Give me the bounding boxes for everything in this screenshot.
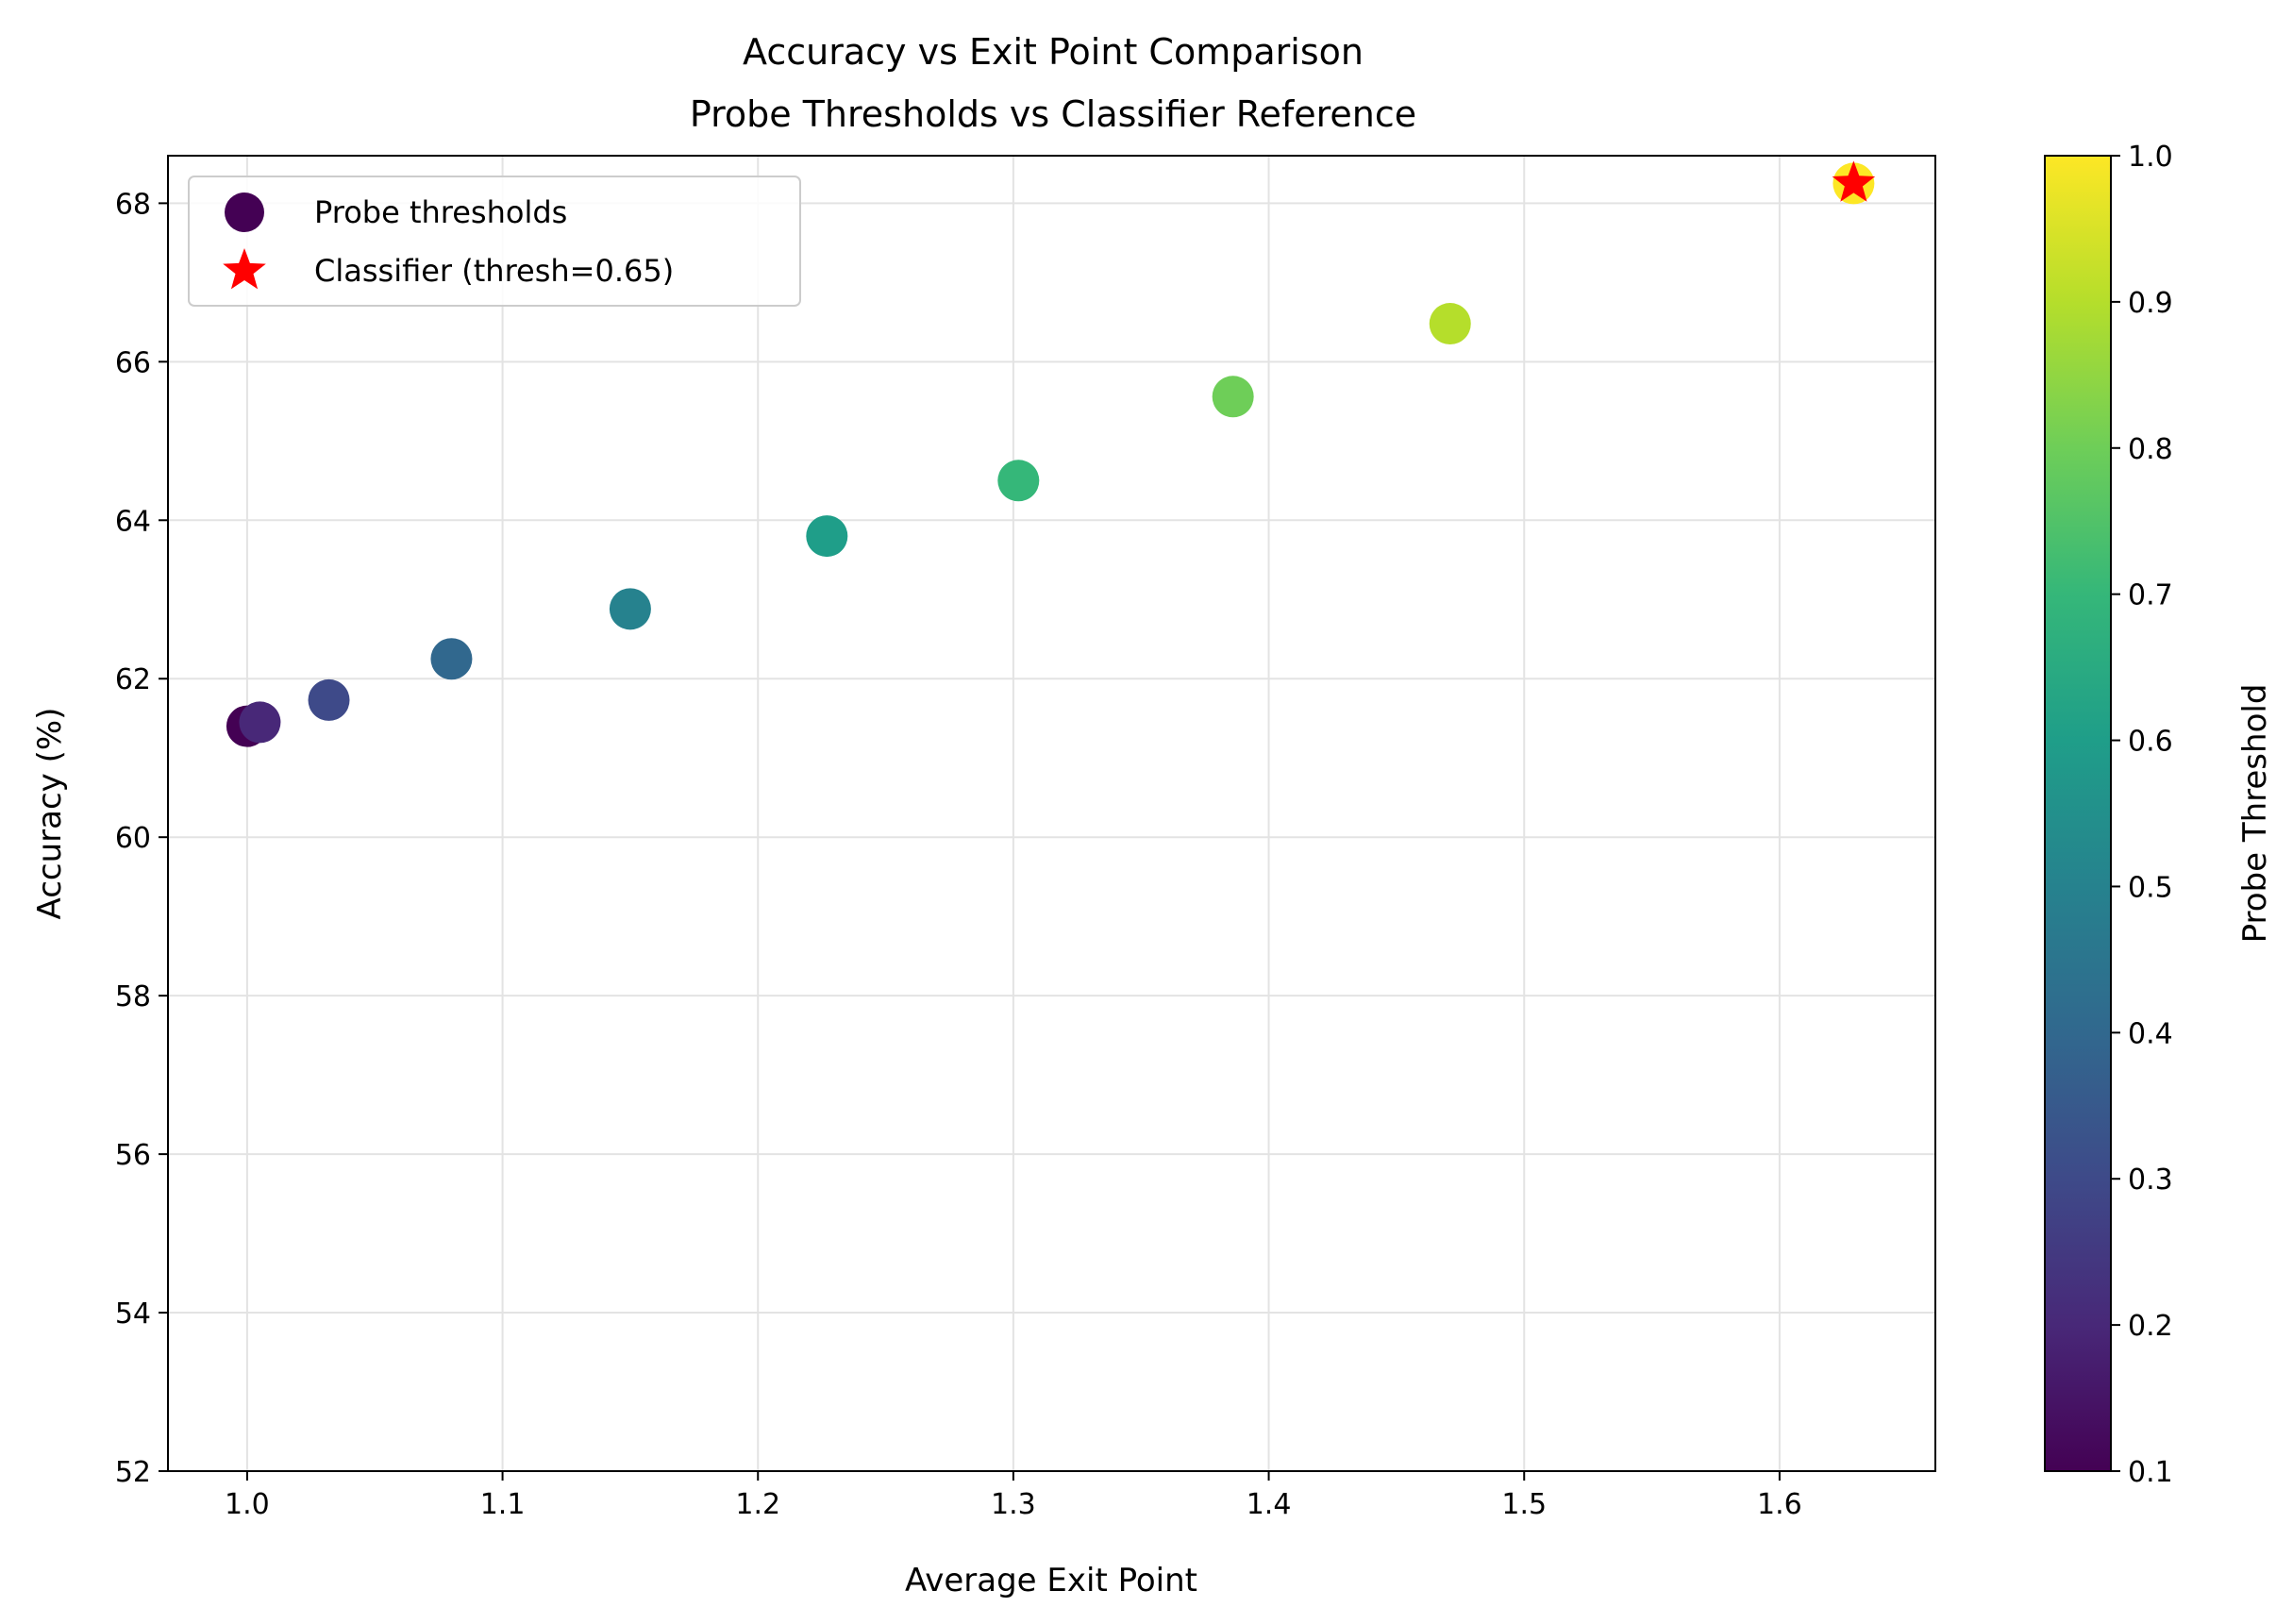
probe-point (806, 515, 848, 558)
y-tick-label: 58 (115, 980, 151, 1013)
legend-label-classifier: Classifier (thresh=0.65) (314, 253, 674, 289)
chart-title: Accuracy vs Exit Point Comparison (743, 31, 1364, 73)
probe-point (1429, 303, 1471, 345)
colorbar-tick-label: 1.0 (2128, 141, 2173, 174)
colorbar-tick-label: 0.2 (2128, 1310, 2173, 1343)
colorbar-label: Probe Threshold (2236, 684, 2274, 944)
colorbar-tick-label: 0.3 (2128, 1164, 2173, 1197)
colorbar-tick-label: 0.1 (2128, 1456, 2173, 1489)
data-points (226, 160, 1876, 747)
y-tick-label: 52 (115, 1456, 151, 1489)
probe-point (1212, 376, 1254, 418)
colorbar-tick-label: 0.4 (2128, 1017, 2173, 1050)
plot-frame (167, 155, 1936, 1472)
x-tick-label: 1.4 (1247, 1488, 1292, 1521)
colorbar-tick-label: 0.9 (2128, 287, 2173, 320)
probe-point (430, 638, 473, 680)
probe-point (239, 701, 281, 744)
x-tick-label: 1.1 (480, 1488, 526, 1521)
y-tick-label: 68 (115, 188, 151, 221)
y-tick-label: 60 (115, 822, 151, 855)
y-tick-label: 62 (115, 663, 151, 696)
x-axis-ticks: 1.0 1.1 1.2 1.3 1.4 1.5 1.6 (225, 1471, 1802, 1521)
x-tick-label: 1.5 (1501, 1488, 1547, 1521)
colorbar: 0.1 0.2 0.3 0.4 0.5 0.6 0.7 0.8 0.9 1.0 Probe Thr… (2044, 141, 2274, 1489)
x-tick-label: 1.3 (991, 1488, 1036, 1521)
legend-label-probe: Probe thresholds (314, 194, 567, 230)
probe-point (997, 460, 1040, 502)
grid-lines (168, 156, 1935, 1472)
colorbar-tick-label: 0.6 (2128, 726, 2173, 759)
y-axis-ticks: 52 54 56 58 60 62 64 66 68 (115, 188, 168, 1489)
y-tick-label: 64 (115, 505, 151, 538)
colorbar-tick-label: 0.8 (2128, 433, 2173, 466)
probe-point (308, 678, 350, 721)
colorbar-tick-label: 0.7 (2128, 579, 2173, 612)
x-axis-label: Average Exit Point (905, 1562, 1197, 1599)
legend-marker-classifier (223, 248, 266, 290)
colorbar-ticks: 0.1 0.2 0.3 0.4 0.5 0.6 0.7 0.8 0.9 1.0 (2111, 141, 2173, 1489)
y-tick-label: 66 (115, 346, 151, 379)
x-tick-label: 1.0 (225, 1488, 270, 1521)
probe-point (609, 588, 651, 630)
y-axis-label: Accuracy (%) (31, 708, 69, 920)
x-tick-label: 1.2 (735, 1488, 780, 1521)
x-tick-label: 1.6 (1757, 1488, 1802, 1521)
y-tick-label: 56 (115, 1139, 151, 1172)
y-tick-label: 54 (115, 1298, 151, 1331)
colorbar-tick-label: 0.5 (2128, 871, 2173, 904)
colorbar-gradient (2044, 155, 2112, 1472)
legend-marker-probe (225, 193, 264, 232)
classifier-star-point (1832, 160, 1876, 202)
legend: Probe thresholds Classifier (thresh=0.65… (188, 176, 801, 307)
chart-subtitle: Probe Thresholds vs Classifier Reference (690, 93, 1416, 135)
legend-box (188, 176, 801, 307)
